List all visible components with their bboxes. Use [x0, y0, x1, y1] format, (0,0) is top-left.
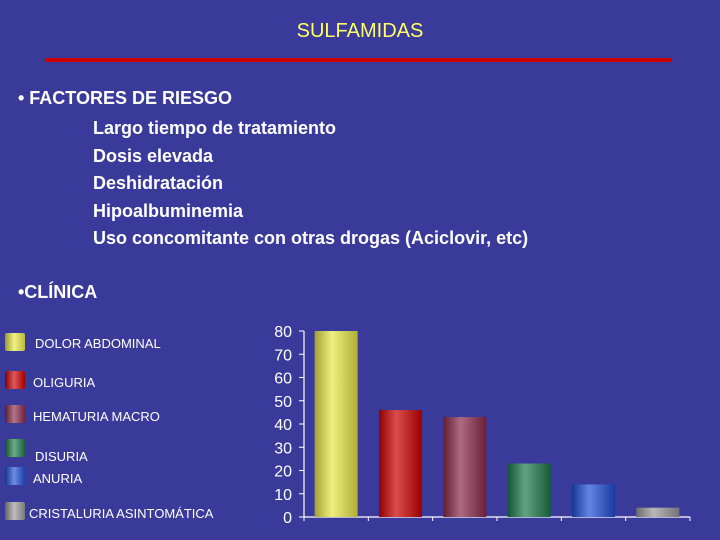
risk-item: Deshidratación: [93, 173, 224, 193]
y-tick-label: 50: [274, 394, 292, 411]
y-tick-label: 20: [274, 464, 292, 481]
y-tick-label: 60: [274, 371, 292, 388]
risk-item: Dosis elevada: [93, 145, 214, 166]
risk-item: Hipoalbuminemia: [93, 200, 244, 221]
y-tick-label: 10: [274, 487, 292, 504]
legend-label: HEMATURIA MACRO: [33, 409, 160, 424]
legend-label: CRISTALURIA ASINTOMÁTICA: [29, 506, 214, 521]
legend-swatch: [5, 502, 25, 520]
slide-title: SULFAMIDAS: [296, 20, 424, 42]
legend-label: DOLOR ABDOMINAL: [35, 336, 161, 351]
legend-swatch: [5, 371, 25, 389]
risk-item: Uso concomitante con otras drogas (Acicl…: [93, 228, 529, 248]
y-tick-label: 40: [274, 417, 292, 434]
bar: [636, 507, 680, 517]
risk-list: Largo tiempo de tratamiento Dosis elevad…: [93, 115, 528, 253]
y-tick-label: 80: [274, 324, 292, 341]
legend-label: ANURIA: [33, 471, 83, 486]
bar: [443, 417, 487, 517]
clinica-heading: •CLÍNICA: [18, 282, 98, 302]
y-tick-label: 70: [274, 347, 292, 364]
legend-swatch: [5, 467, 25, 485]
y-tick-label: 30: [274, 440, 292, 457]
legend-swatch: [5, 439, 25, 457]
bar: [507, 463, 551, 517]
title-divider: [46, 58, 672, 62]
legend-swatch: [5, 405, 25, 423]
bar: [379, 410, 422, 517]
risk-item: Largo tiempo de tratamiento: [93, 118, 337, 138]
bar: [314, 331, 358, 517]
legend-label: DISURIA: [35, 449, 88, 464]
legend-swatch: [5, 333, 25, 351]
risk-heading: • FACTORES DE RIESGO: [18, 88, 233, 108]
y-tick-label: 0: [283, 510, 292, 527]
legend-label: OLIGURIA: [33, 375, 96, 390]
bar: [572, 484, 615, 517]
